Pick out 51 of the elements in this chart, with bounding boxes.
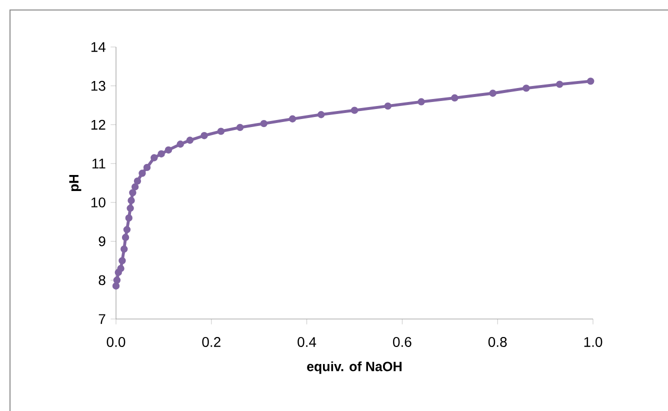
x-tick-label: 0.6 [393, 337, 412, 347]
point [451, 94, 458, 102]
y-tick-label: 10 [91, 197, 106, 208]
point [129, 189, 136, 196]
point [138, 170, 146, 177]
point [587, 78, 594, 85]
point [131, 183, 139, 190]
y-tick-label: 13 [91, 80, 106, 91]
point [120, 245, 128, 253]
y-tick-label: 7 [98, 314, 106, 324]
point [384, 102, 392, 110]
point [489, 90, 496, 97]
point [217, 128, 225, 135]
point [176, 140, 184, 148]
y-tick-label: 9 [98, 236, 106, 246]
point [125, 214, 132, 222]
point [164, 146, 172, 154]
point [318, 111, 325, 118]
point [158, 150, 165, 158]
point [118, 257, 126, 264]
y-axis-title: pH [69, 175, 82, 192]
point [288, 115, 296, 122]
x-tick-label: 1.0 [584, 337, 602, 347]
point [418, 98, 425, 106]
point [200, 132, 208, 140]
point [260, 120, 268, 128]
point [236, 124, 244, 132]
point [117, 264, 124, 272]
y-tick-label: 12 [91, 120, 106, 130]
point [522, 84, 530, 92]
point [134, 177, 142, 185]
point [150, 154, 158, 162]
x-tick-label: 0.8 [488, 337, 507, 347]
y-tick-label: 14 [91, 42, 106, 52]
point [126, 204, 134, 212]
x-tick-label: 0.4 [298, 337, 316, 347]
point [186, 136, 194, 144]
x-tick-label: 0.0 [106, 337, 126, 347]
point [350, 106, 358, 114]
y-tick-label: 11 [92, 158, 106, 168]
y-tick-label: 8 [98, 275, 106, 286]
x-tick-label: 0.2 [202, 337, 220, 347]
point [114, 268, 122, 276]
point [122, 234, 130, 242]
point [128, 196, 135, 204]
x-axis-title: equiv. of NaOH [307, 361, 402, 374]
point [556, 80, 564, 88]
point [112, 282, 120, 290]
point [123, 226, 131, 234]
point [143, 164, 151, 172]
point [113, 276, 121, 284]
